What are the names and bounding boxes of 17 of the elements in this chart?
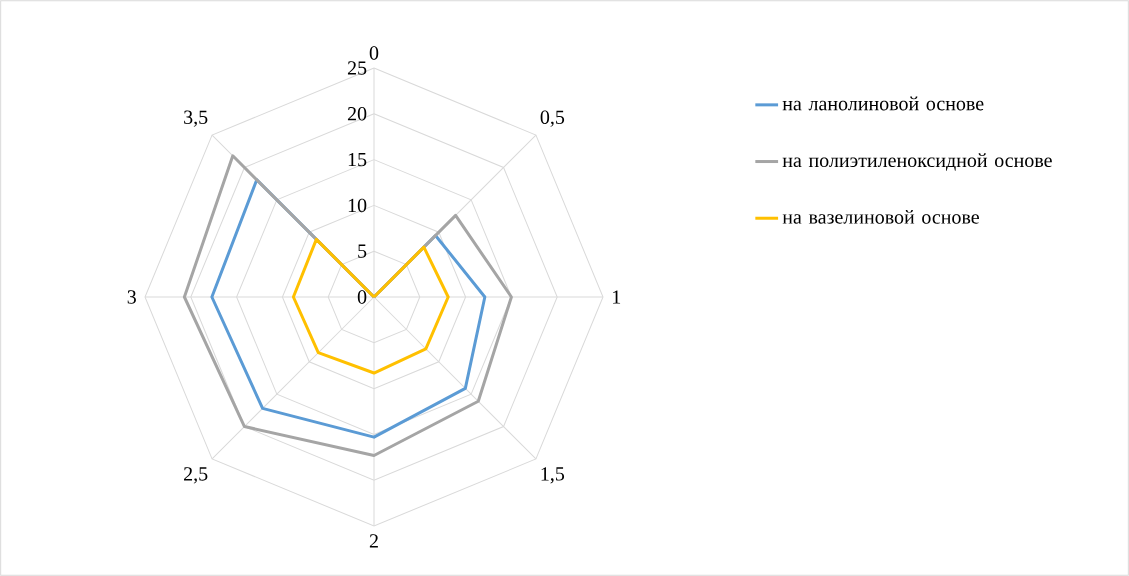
y-tick-label: 5 xyxy=(358,244,367,258)
y-tick-label: 10 xyxy=(348,198,367,213)
legend-label: на полиэтиленоксидной основе xyxy=(782,153,1052,171)
y-tick-label: 15 xyxy=(348,152,367,167)
legend-label: на вазелиновой основе xyxy=(782,209,979,224)
spoke-label: 3,5 xyxy=(184,110,208,127)
spoke-label: 1,5 xyxy=(541,467,565,484)
spoke-label: 0,5 xyxy=(540,110,565,127)
spoke-label: 0 xyxy=(369,46,379,60)
spoke-label: 3 xyxy=(127,290,136,304)
spoke-label: 2 xyxy=(369,534,378,548)
spoke-label: 2,5 xyxy=(184,467,208,484)
spoke-label: 1 xyxy=(613,290,621,304)
y-tick-label: 20 xyxy=(347,107,367,121)
legend-label: на ланолиновой основе xyxy=(782,96,984,111)
y-tick-label: 0 xyxy=(357,290,367,304)
y-tick-label: 25 xyxy=(347,61,367,75)
